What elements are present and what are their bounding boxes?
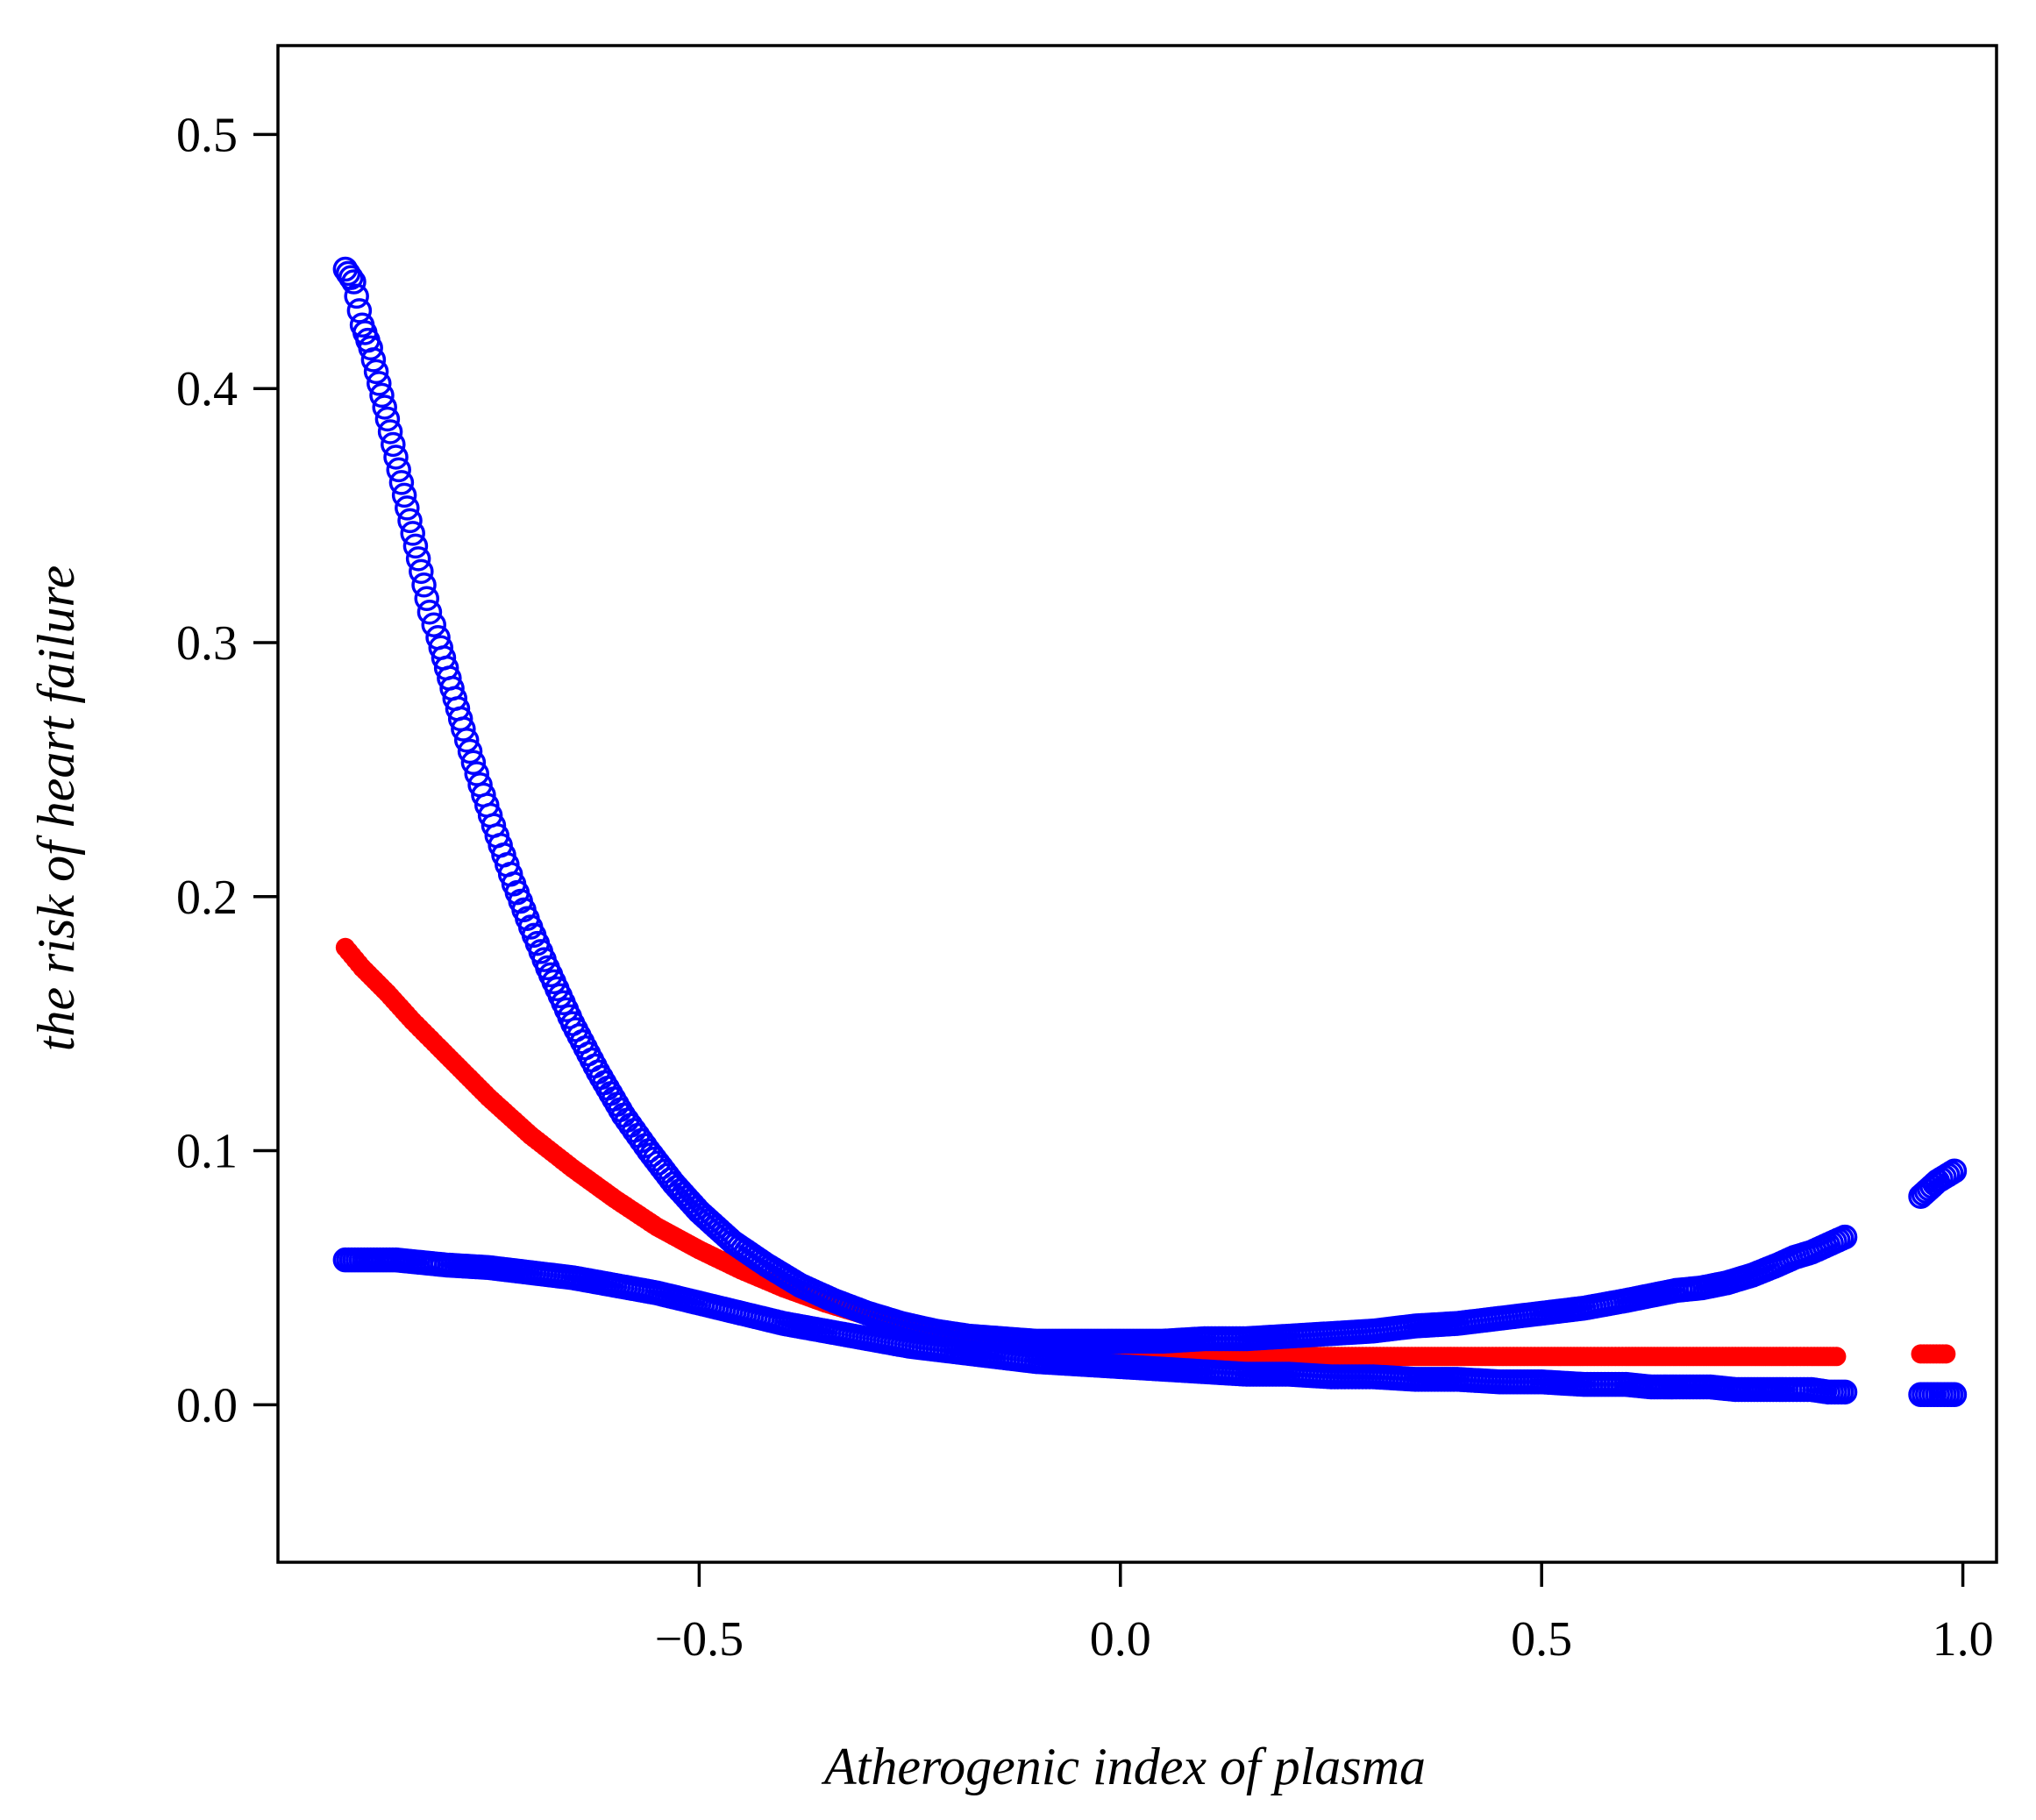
point-lower-95-ci (1941, 1382, 1968, 1407)
y-tick-label: 0.2 (176, 871, 238, 925)
point-upper-95-ci (402, 533, 429, 559)
point-upper-95-ci (1941, 1158, 1968, 1184)
y-tick-label: 0.5 (176, 108, 238, 162)
point-upper-95-ci (405, 546, 431, 572)
point-upper-95-ci (358, 335, 383, 361)
point-upper-95-ci (409, 558, 434, 585)
point-upper-95-ci (411, 572, 437, 598)
point-estimated-risk (1826, 1347, 1847, 1367)
point-upper-95-ci (374, 406, 401, 432)
point-upper-95-ci (453, 728, 480, 753)
point-upper-95-ci (360, 347, 387, 373)
axes: 0.0 0.1 0.2 0.3 0.4 0.5 −0.5 0.0 0.5 1.0 (176, 108, 1994, 1667)
data-marks (332, 256, 1968, 1407)
x-tick-label: 0.0 (1090, 1612, 1151, 1667)
y-axis-title: the risk of heart failure (27, 565, 85, 1051)
point-estimated-risk (1936, 1344, 1956, 1364)
point-upper-95-ci (363, 359, 389, 385)
y-tick-label: 0.1 (176, 1125, 238, 1179)
point-upper-95-ci (388, 470, 415, 495)
point-upper-95-ci (367, 371, 392, 396)
point-upper-95-ci (386, 457, 411, 483)
point-upper-95-ci (451, 716, 476, 742)
point-upper-95-ci (341, 269, 367, 295)
point-upper-95-ci (414, 586, 439, 612)
point-upper-95-ci (369, 382, 395, 409)
point-upper-95-ci (381, 431, 406, 458)
point-upper-95-ci (421, 612, 446, 637)
point-upper-95-ci (460, 750, 487, 776)
plot-frame (276, 44, 1998, 1564)
point-upper-95-ci (457, 738, 483, 764)
point-lower-95-ci (1832, 1379, 1858, 1405)
y-tick-label: 0.3 (176, 616, 238, 671)
x-tick-label: 1.0 (1933, 1612, 1994, 1667)
x-tick-label: 0.5 (1511, 1612, 1572, 1667)
x-tick-label: −0.5 (655, 1612, 744, 1667)
x-axis-title: Atherogenic index of plasma (821, 1738, 1426, 1795)
point-upper-95-ci (372, 395, 397, 420)
point-upper-95-ci (395, 495, 420, 521)
series-lower-95-ci (332, 1247, 1968, 1407)
point-upper-95-ci (1832, 1224, 1858, 1250)
y-tick-label: 0.0 (176, 1378, 238, 1433)
point-upper-95-ci (416, 599, 443, 625)
point-upper-95-ci (383, 444, 409, 470)
point-upper-95-ci (391, 482, 417, 508)
y-tick-label: 0.4 (176, 362, 238, 416)
point-upper-95-ci (400, 521, 425, 546)
point-upper-95-ci (344, 283, 369, 309)
point-upper-95-ci (377, 419, 403, 444)
series-upper-95-ci (332, 256, 1968, 1354)
point-upper-95-ci (397, 508, 423, 534)
